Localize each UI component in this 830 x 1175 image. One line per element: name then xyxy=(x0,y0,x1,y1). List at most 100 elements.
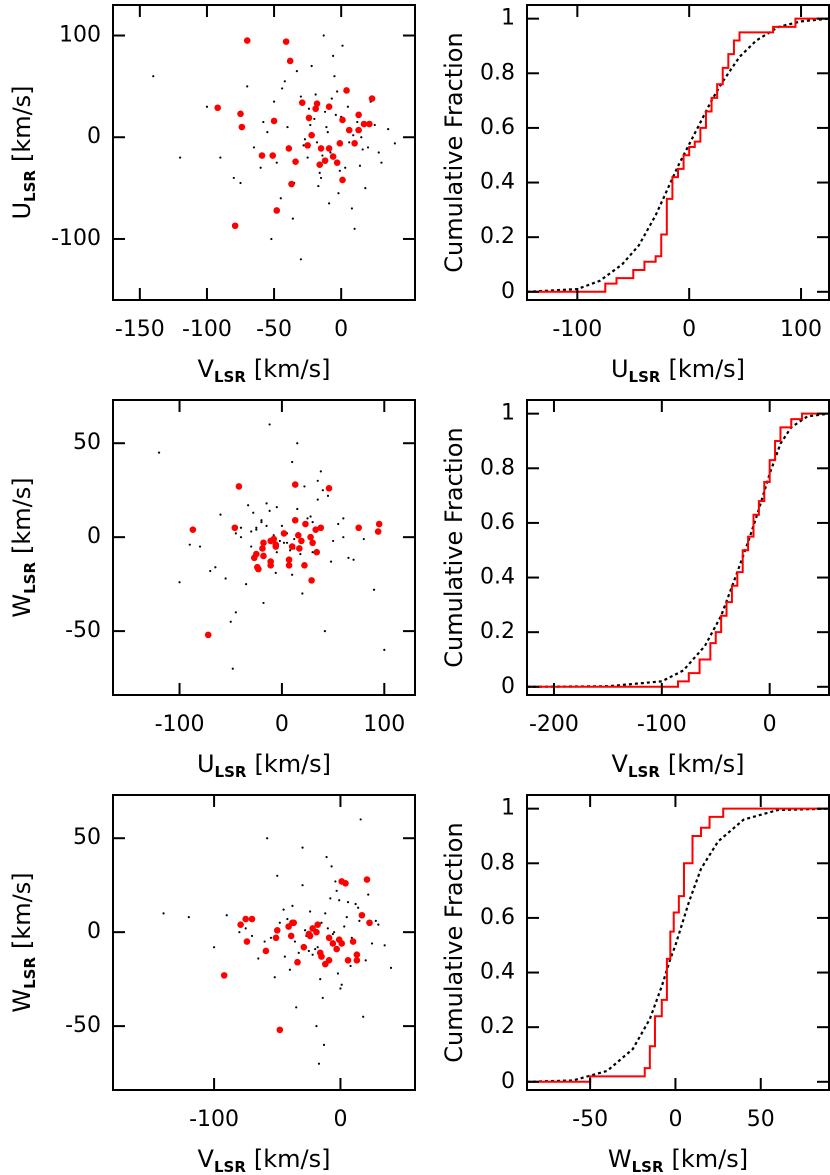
y-tick-label: 0.4 xyxy=(480,960,515,985)
point xyxy=(265,502,268,505)
point xyxy=(324,912,327,915)
point xyxy=(321,996,324,1000)
axis-label: ULSR [km/s] xyxy=(8,85,39,219)
highlight-point xyxy=(304,142,311,149)
x-tick-label: 0 xyxy=(333,1107,347,1132)
highlight-point xyxy=(298,537,305,545)
highlight-point xyxy=(231,222,239,230)
point xyxy=(283,955,286,958)
point xyxy=(350,207,354,210)
point xyxy=(346,901,350,904)
point xyxy=(262,120,265,124)
point xyxy=(311,953,314,956)
point xyxy=(299,552,302,556)
point xyxy=(340,983,343,986)
point xyxy=(280,524,284,527)
y-tick-label: 1 xyxy=(501,796,515,821)
x-tick-label: 0 xyxy=(682,317,696,342)
point xyxy=(252,511,255,514)
point xyxy=(274,571,277,574)
point xyxy=(360,136,363,139)
point xyxy=(231,667,234,670)
point xyxy=(329,151,332,154)
highlight-point xyxy=(366,120,373,128)
point xyxy=(296,442,299,445)
point xyxy=(362,1015,365,1018)
highlight-point xyxy=(286,57,294,65)
y-tick-label: 100 xyxy=(59,23,101,48)
highlight-point xyxy=(285,562,293,569)
highlight-point xyxy=(301,562,308,569)
highlight-point xyxy=(343,87,350,94)
point xyxy=(326,927,329,930)
highlight-point xyxy=(276,1026,284,1034)
point xyxy=(301,592,304,595)
point xyxy=(333,931,336,934)
panel: -50 0 50 0 0.2 0.4 0.6 0.8 1 WLSR [km/s] Cumulative… xyxy=(440,794,830,1175)
point xyxy=(239,181,242,185)
point xyxy=(342,517,345,520)
highlight-point xyxy=(317,145,325,152)
axes-frame xyxy=(112,4,416,301)
point xyxy=(309,515,312,518)
highlight-point xyxy=(285,556,293,564)
highlight-point xyxy=(355,524,362,532)
axis-label-symbol: V xyxy=(198,355,215,383)
point xyxy=(329,560,333,563)
highlight-point xyxy=(292,158,299,165)
highlight-point xyxy=(243,37,251,44)
plot-area xyxy=(527,412,829,688)
axes-frame xyxy=(526,4,830,301)
point xyxy=(383,648,386,652)
point xyxy=(341,44,344,47)
point xyxy=(307,949,310,953)
point xyxy=(219,513,222,516)
point xyxy=(162,912,165,915)
point xyxy=(157,451,161,454)
point xyxy=(286,917,289,921)
point xyxy=(336,972,340,975)
axis-label-unit: [km/s] xyxy=(254,355,331,383)
point xyxy=(295,1006,298,1009)
highlight-point xyxy=(366,919,373,927)
axes-frame xyxy=(112,399,416,696)
point xyxy=(229,620,232,623)
axis-label: ULSR [km/s] xyxy=(197,750,331,781)
point xyxy=(252,146,256,149)
point xyxy=(362,537,365,541)
x-tick-label: 0 xyxy=(334,317,348,342)
highlight-point xyxy=(355,111,362,119)
highlight-point xyxy=(307,533,314,541)
x-tick-label: 100 xyxy=(363,712,405,737)
highlight-point xyxy=(368,95,376,102)
point xyxy=(246,85,249,88)
axis-label-symbol: V xyxy=(612,750,629,778)
highlight-point xyxy=(317,524,325,532)
y-tick-label: 0.8 xyxy=(480,455,515,480)
highlight-point xyxy=(313,100,321,107)
point xyxy=(219,156,222,159)
point xyxy=(303,929,307,932)
point xyxy=(234,532,237,535)
point xyxy=(152,75,155,78)
y-tick-label: 0.6 xyxy=(480,510,515,535)
point xyxy=(225,914,228,917)
point xyxy=(250,530,253,533)
point xyxy=(266,131,269,134)
y-tick-label: 0.8 xyxy=(480,60,515,85)
y-tick-label: -50 xyxy=(65,1013,101,1038)
point xyxy=(361,148,364,151)
highlight-point xyxy=(231,524,239,532)
highlight-point xyxy=(339,176,346,184)
point xyxy=(263,940,266,943)
x-tick-label: 50 xyxy=(747,1107,775,1132)
y-tick-label: 1 xyxy=(501,6,515,31)
panel: -100 0 100 0 0.2 0.4 0.6 0.8 1 ULSR [km/s] Cumulati… xyxy=(440,4,830,386)
highlight-point xyxy=(273,926,281,934)
highlight-point xyxy=(306,932,314,940)
highlight-point xyxy=(260,539,267,547)
point xyxy=(316,498,319,501)
point xyxy=(299,95,303,98)
point xyxy=(389,966,393,969)
point xyxy=(244,583,248,586)
